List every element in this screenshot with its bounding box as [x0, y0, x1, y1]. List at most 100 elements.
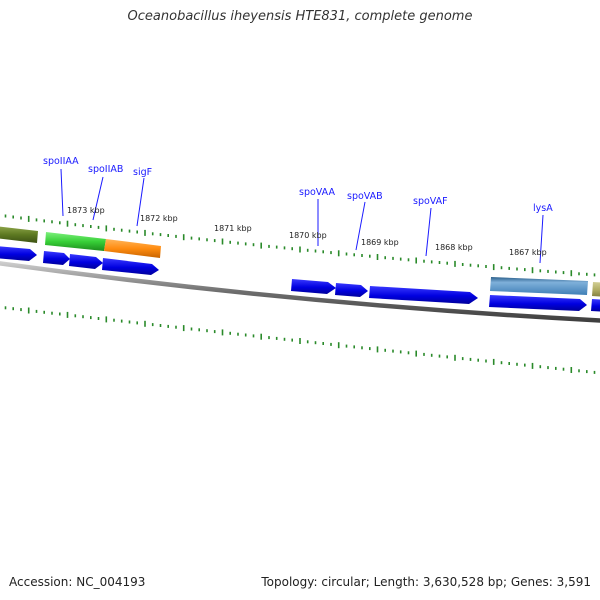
minor-tick	[345, 252, 348, 256]
minor-tick	[369, 254, 371, 258]
major-tick	[454, 260, 456, 267]
minor-tick	[151, 323, 154, 327]
minor-tick	[175, 234, 177, 238]
minor-tick	[190, 236, 193, 240]
minor-tick	[198, 328, 200, 332]
genome-backbone	[0, 261, 600, 323]
major-tick	[337, 250, 340, 257]
major-tick	[182, 325, 185, 332]
minor-tick	[43, 310, 45, 314]
major-tick	[570, 367, 573, 373]
minor-tick	[562, 271, 565, 275]
minor-tick	[314, 341, 317, 345]
minor-tick	[430, 353, 433, 357]
minor-tick	[136, 321, 138, 325]
minor-tick	[593, 273, 596, 277]
minor-tick	[90, 316, 92, 320]
minor-tick	[35, 309, 38, 313]
position-label: 1869 kbp	[361, 238, 399, 247]
minor-tick	[345, 344, 348, 348]
major-tick	[105, 316, 108, 323]
minor-tick	[167, 324, 169, 328]
cds-arrow	[43, 251, 70, 265]
minor-tick	[120, 319, 123, 323]
minor-tick	[547, 366, 549, 370]
major-tick	[492, 264, 495, 271]
minor-tick	[578, 272, 580, 276]
minor-tick	[151, 232, 154, 236]
minor-tick	[206, 238, 208, 242]
major-tick	[66, 311, 69, 318]
cds-arrow	[69, 254, 103, 269]
minor-tick	[120, 228, 123, 232]
minor-tick	[97, 225, 100, 229]
minor-tick	[555, 270, 557, 274]
minor-tick	[524, 363, 526, 367]
minor-tick	[516, 362, 518, 366]
minor-tick	[562, 367, 565, 371]
minor-tick	[555, 366, 557, 370]
minor-tick	[423, 352, 425, 356]
minor-tick	[237, 241, 239, 245]
major-tick	[492, 358, 495, 365]
minor-tick	[74, 314, 77, 318]
minor-tick	[516, 267, 518, 271]
gene-label-spoVAA: spoVAA	[299, 187, 335, 198]
major-tick	[376, 346, 379, 353]
minor-tick	[500, 361, 503, 365]
minor-tick	[90, 225, 92, 228]
minor-tick	[20, 216, 22, 220]
major-tick	[260, 333, 262, 340]
minor-tick	[82, 315, 84, 319]
minor-tick	[252, 243, 255, 247]
minor-tick	[314, 249, 317, 253]
gene-label-spoVAF: spoVAF	[413, 196, 448, 207]
cds-arrow	[0, 246, 37, 261]
major-tick	[27, 215, 30, 222]
feature-khaki-block	[592, 282, 600, 297]
minor-tick	[43, 219, 45, 223]
minor-tick	[4, 306, 7, 310]
minor-tick	[392, 256, 394, 260]
minor-tick	[97, 317, 100, 320]
gene-leader-lines	[60, 168, 544, 264]
minor-tick	[306, 248, 309, 252]
minor-tick	[423, 259, 425, 263]
minor-tick	[59, 312, 61, 316]
minor-tick	[190, 327, 193, 331]
major-tick	[27, 307, 30, 314]
minor-tick	[399, 350, 402, 354]
cds-arrow	[335, 283, 368, 297]
minor-tick	[167, 234, 169, 237]
major-tick	[221, 329, 224, 336]
major-tick	[531, 362, 534, 369]
minor-tick	[430, 260, 433, 264]
feature-steel-block	[490, 277, 588, 295]
position-label: 1873 kbp	[67, 206, 105, 215]
minor-tick	[291, 247, 293, 251]
cds-arrow	[102, 258, 159, 275]
position-labels: 1873 kbp 1872 kbp 1871 kbp 1870 kbp 1869…	[67, 206, 547, 257]
minor-tick	[244, 333, 247, 337]
minor-tick	[330, 342, 332, 346]
minor-tick	[539, 365, 542, 369]
minor-tick	[593, 370, 596, 374]
minor-tick	[485, 359, 487, 363]
cds-arrow	[489, 295, 587, 311]
minor-tick	[547, 269, 549, 273]
feature-olive-block	[0, 226, 38, 243]
cds-arrow	[369, 286, 478, 304]
minor-tick	[82, 224, 84, 228]
minor-tick	[283, 337, 286, 341]
feature-green-block	[45, 232, 106, 251]
minor-tick	[438, 354, 441, 358]
minor-tick	[268, 336, 270, 340]
minor-tick	[477, 358, 479, 362]
minor-tick	[485, 265, 487, 268]
minor-tick	[500, 266, 503, 270]
minor-tick	[586, 370, 588, 374]
minor-tick	[59, 221, 61, 225]
minor-tick	[407, 351, 410, 355]
major-tick	[105, 225, 108, 232]
